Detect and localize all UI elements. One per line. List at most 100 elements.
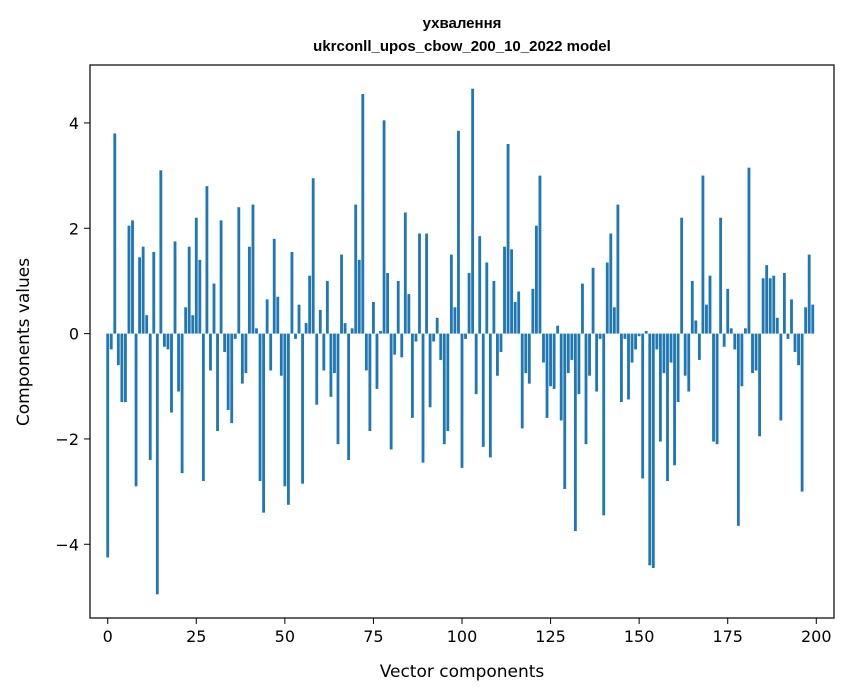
y-tick-label: 0 <box>69 325 79 344</box>
bar <box>106 333 110 558</box>
bar <box>237 207 241 334</box>
x-tick-label: 200 <box>801 627 832 646</box>
bar <box>542 333 545 363</box>
bar <box>481 333 485 447</box>
bar <box>333 333 336 374</box>
bar <box>524 333 528 374</box>
bar <box>198 259 202 334</box>
bar <box>393 333 397 355</box>
chart-subtitle: ukrconll_upos_cbow_200_10_2022 model <box>313 38 611 55</box>
bar <box>191 315 195 334</box>
bar <box>364 333 368 371</box>
bar <box>669 333 673 363</box>
bar <box>386 273 390 334</box>
bar <box>513 302 517 334</box>
bar <box>736 333 740 526</box>
bar <box>262 333 266 513</box>
bar <box>457 130 460 334</box>
x-tick-label: 75 <box>363 627 383 646</box>
bar <box>538 175 542 334</box>
bar <box>768 278 772 334</box>
x-tick-label: 0 <box>103 627 113 646</box>
bar <box>372 302 375 334</box>
bar <box>347 333 351 460</box>
bar <box>389 333 393 450</box>
bar <box>612 307 616 334</box>
y-tick-label: −2 <box>55 430 79 449</box>
bar <box>354 204 358 334</box>
bar <box>230 333 234 424</box>
bar <box>584 333 588 445</box>
bar <box>120 333 124 403</box>
bar <box>283 333 287 487</box>
bar <box>588 333 591 376</box>
x-tick-label: 100 <box>447 627 478 646</box>
bar <box>216 333 219 432</box>
x-axis-label: Vector components <box>380 662 545 682</box>
x-tick-label: 25 <box>186 627 206 646</box>
bar <box>442 333 446 445</box>
bar <box>127 225 131 334</box>
bar <box>552 333 556 389</box>
bar <box>403 212 407 334</box>
bar <box>510 249 514 334</box>
bar <box>159 170 163 334</box>
bar <box>336 333 340 445</box>
bar <box>534 225 538 334</box>
bar <box>113 133 117 334</box>
bar <box>744 328 747 334</box>
bar <box>811 304 815 334</box>
bar <box>170 333 173 413</box>
bar <box>464 333 467 339</box>
bar <box>467 273 471 334</box>
bar <box>194 217 198 334</box>
y-axis-ticks: −4 −2 0 2 4 <box>55 114 90 554</box>
bar <box>209 333 212 371</box>
bar <box>673 333 676 466</box>
bar <box>233 333 237 339</box>
bar <box>570 333 574 360</box>
bar <box>758 333 762 437</box>
bar <box>379 330 382 334</box>
bars-group <box>106 88 815 595</box>
bar <box>294 333 297 339</box>
y-tick-label: 4 <box>69 114 79 133</box>
bar <box>439 333 443 360</box>
bar <box>559 333 563 421</box>
bar <box>581 283 584 334</box>
bar <box>180 333 184 474</box>
y-tick-label: 2 <box>69 219 79 238</box>
bar <box>556 325 560 334</box>
bar <box>658 333 662 442</box>
bar <box>308 275 312 334</box>
bar <box>687 333 691 392</box>
bar <box>357 259 361 334</box>
bar <box>290 251 294 334</box>
bar <box>807 254 811 334</box>
bar <box>255 328 258 334</box>
bar <box>694 320 698 334</box>
plot-frame <box>89 64 835 619</box>
bar <box>800 333 804 492</box>
bar <box>162 333 166 347</box>
bar <box>205 186 209 334</box>
bar <box>680 217 684 334</box>
bar <box>187 246 191 334</box>
bar <box>428 333 432 408</box>
bar <box>297 304 301 334</box>
bar <box>786 333 790 339</box>
bar <box>545 333 549 418</box>
bar <box>651 333 655 568</box>
bar <box>223 333 227 353</box>
bar <box>591 267 595 334</box>
x-tick-label: 150 <box>624 627 655 646</box>
bar <box>708 275 712 334</box>
bar <box>258 333 262 482</box>
bar <box>418 233 421 334</box>
x-tick-label: 125 <box>535 627 566 646</box>
bar <box>471 88 475 334</box>
y-tick-label: −4 <box>55 535 79 554</box>
bar <box>407 294 411 334</box>
bar <box>315 333 319 405</box>
bar <box>138 257 142 334</box>
